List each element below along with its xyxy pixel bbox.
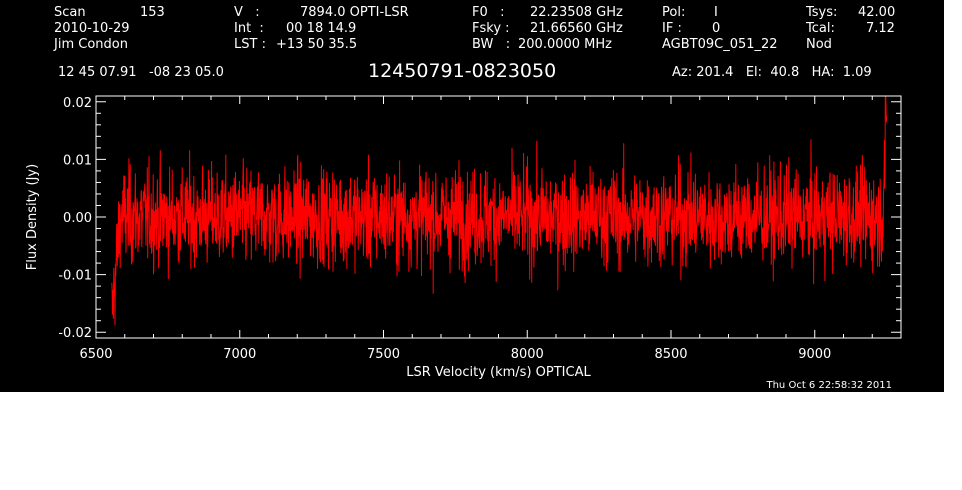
velocity-value: 7894.0 OPTI-LSR: [300, 5, 409, 20]
scan-value: 153: [140, 5, 165, 20]
int-label: Int :: [234, 21, 264, 36]
if-label: IF :: [662, 21, 682, 36]
bw-value: 200.0000 MHz: [518, 37, 612, 52]
bw-label: BW :: [472, 37, 511, 52]
obs-mode: Nod: [806, 37, 832, 52]
y-axis-label: Flux Density (Jy): [25, 164, 40, 270]
scan-label: Scan: [54, 5, 86, 20]
y-tick-label: 0.00: [63, 211, 92, 226]
f0-label: F0 :: [472, 5, 505, 20]
x-tick-label: 7500: [367, 347, 400, 362]
tcal-label: Tcal:: [806, 21, 835, 36]
source-coordinates: 12 45 07.91 -08 23 05.0: [58, 65, 224, 80]
y-tick-label: -0.02: [58, 326, 92, 341]
y-tick-label: 0.01: [63, 153, 92, 168]
spectrum-chart: 6500 7000 7500 8000 8500 9000 -0.02 -0.01 0.00 0.…: [25, 95, 902, 391]
y-tick-label: 0.02: [63, 96, 92, 111]
if-value: 0: [712, 21, 721, 36]
x-axis-label: LSR Velocity (km/s) OPTICAL: [406, 365, 591, 380]
spectrum-line: [111, 95, 888, 326]
f0-value: 22.23508 GHz: [530, 5, 623, 20]
pol-value: I: [714, 5, 718, 20]
observer-name: Jim Condon: [54, 37, 128, 52]
x-tick-label: 8500: [654, 347, 687, 362]
fsky-value: 21.66560 GHz: [530, 21, 623, 36]
fsky-label: Fsky :: [472, 21, 510, 36]
tsys-label: Tsys:: [806, 5, 838, 20]
x-tick-label: 9000: [798, 347, 831, 362]
tcal-value: 7.12: [866, 21, 895, 36]
x-tick-label: 6500: [79, 347, 112, 362]
spectrum-trace: [111, 95, 888, 326]
lst-value: +13 50 35.5: [276, 37, 358, 52]
tsys-value: 42.00: [858, 5, 896, 20]
pol-label: Pol:: [662, 5, 686, 20]
y-tick-label: -0.01: [58, 269, 92, 284]
obs-date: 2010-10-29: [54, 21, 130, 36]
x-tick-label: 7000: [223, 347, 256, 362]
source-name: 12450791-0823050: [368, 60, 557, 82]
timestamp: Thu Oct 6 22:58:32 2011: [765, 380, 892, 391]
axis-tick-labels: 6500 7000 7500 8000 8500 9000 -0.02 -0.01 0.00 0.…: [58, 96, 831, 362]
x-tick-label: 8000: [511, 347, 544, 362]
int-value: 00 18 14.9: [286, 21, 357, 36]
velocity-label: V :: [234, 5, 260, 20]
lst-label: LST :: [234, 37, 266, 52]
axis-ticks: [95, 96, 902, 338]
az-el-ha: Az: 201.4 El: 40.8 HA: 1.09: [672, 65, 872, 80]
project-id: AGBT09C_051_22: [662, 37, 778, 52]
